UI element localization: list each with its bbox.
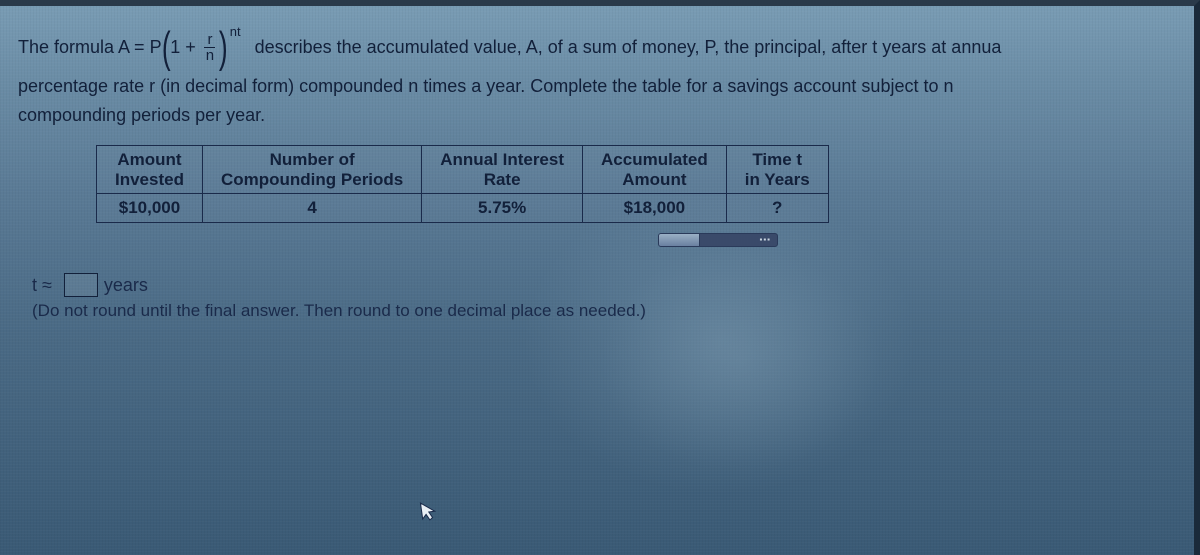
problem-container: The formula A = P ( 1 + r n ) nt describ… <box>0 0 1200 339</box>
rounding-hint: (Do not round until the final answer. Th… <box>32 301 1182 321</box>
formula-description: describes the accumulated value, A, of a… <box>255 33 1002 63</box>
progress-bar[interactable]: ▪▪▪ <box>658 233 778 247</box>
header-compounding-periods: Number of Compounding Periods <box>202 145 421 193</box>
progress-fill <box>659 234 700 246</box>
cursor-icon <box>418 499 440 528</box>
fraction-denominator: n <box>203 48 217 64</box>
left-paren: ( <box>162 28 171 68</box>
header-accumulated-amount: Accumulated Amount <box>583 145 727 193</box>
answer-input[interactable] <box>64 273 98 297</box>
table-header-row: Amount Invested Number of Compounding Pe… <box>97 145 829 193</box>
right-paren: ) <box>219 28 228 68</box>
header-amount-invested: Amount Invested <box>97 145 203 193</box>
cell-rate: 5.75% <box>422 194 583 223</box>
problem-statement: The formula A = P ( 1 + r n ) nt describ… <box>18 28 1182 131</box>
fraction-r-over-n: r n <box>203 32 217 65</box>
one-plus: 1 + <box>170 33 201 63</box>
header-time-years: Time t in Years <box>726 145 828 193</box>
problem-line-2: percentage rate r (in decimal form) comp… <box>18 72 1182 102</box>
problem-line-3: compounding periods per year. <box>18 101 1182 131</box>
answer-line: t ≈ years <box>32 273 1182 297</box>
cell-time: ? <box>726 194 828 223</box>
fraction-numerator: r <box>204 32 215 49</box>
cell-periods: 4 <box>202 194 421 223</box>
cell-accumulated: $18,000 <box>583 194 727 223</box>
progress-handle-icon: ▪▪▪ <box>759 235 771 244</box>
header-annual-interest-rate: Annual Interest Rate <box>422 145 583 193</box>
cell-invested: $10,000 <box>97 194 203 223</box>
answer-prefix: t ≈ <box>32 275 52 296</box>
formula-prefix: The formula A = P <box>18 33 162 63</box>
progress-container: ▪▪▪ <box>658 233 1182 247</box>
savings-table: Amount Invested Number of Compounding Pe… <box>96 145 829 223</box>
exponent-nt: nt <box>230 21 241 42</box>
table-data-row: $10,000 4 5.75% $18,000 ? <box>97 194 829 223</box>
answer-suffix: years <box>104 275 148 296</box>
formula-line: The formula A = P ( 1 + r n ) nt describ… <box>18 28 1182 68</box>
